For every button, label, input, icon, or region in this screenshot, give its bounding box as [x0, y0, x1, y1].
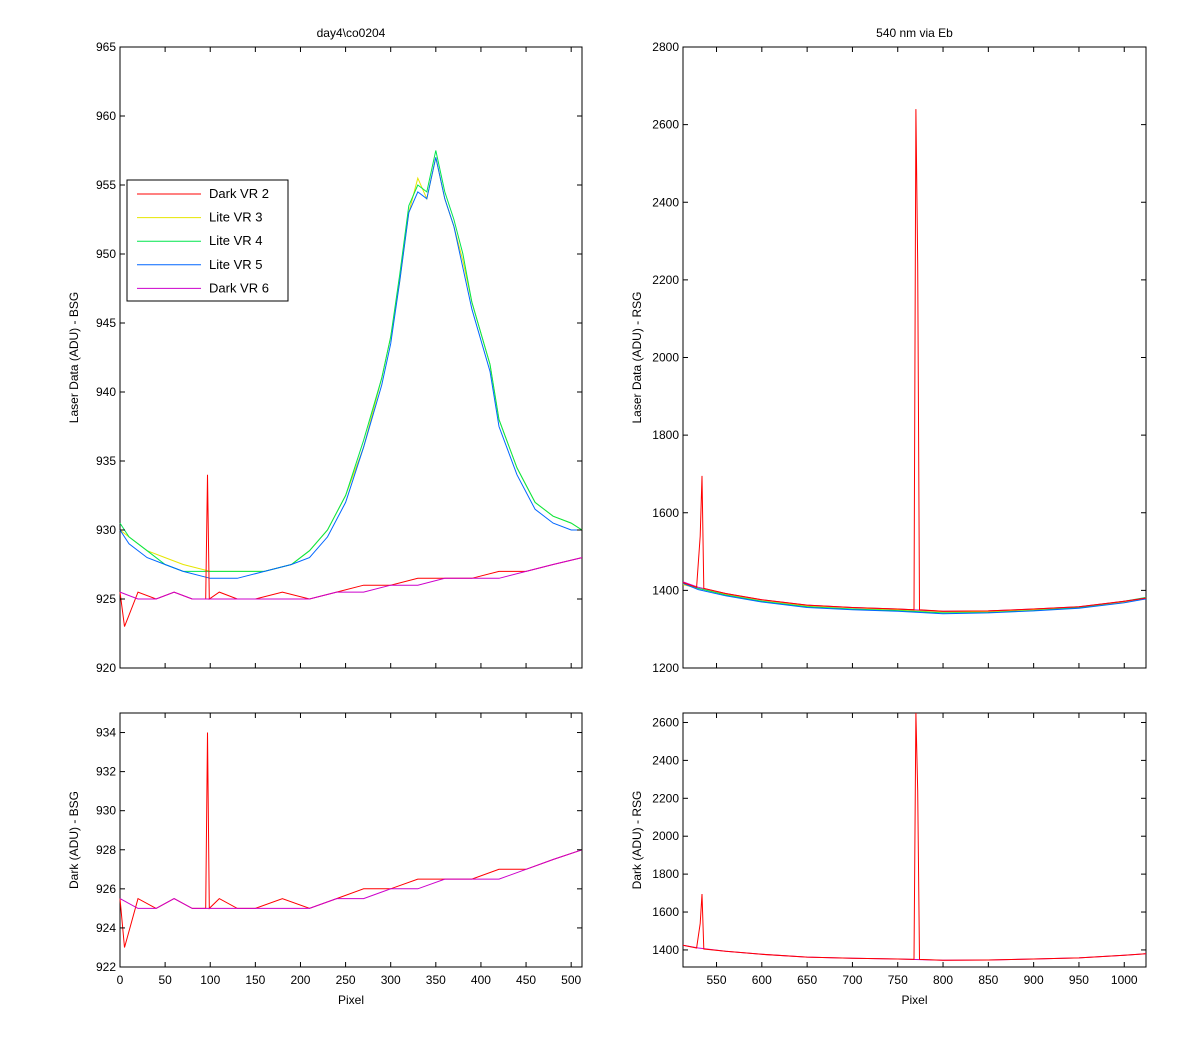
bottom-left-ytick-label: 926 — [96, 882, 116, 896]
bottom-left-xtick-label: 200 — [290, 973, 310, 987]
top-right-series-line — [682, 109, 1147, 612]
bottom-left-xtick-label: 0 — [117, 973, 124, 987]
bottom-left-ylabel: Dark (ADU) - BSG — [67, 791, 81, 889]
bottom-left-xtick-label: 300 — [381, 973, 401, 987]
top-left-ytick-label: 960 — [96, 109, 116, 123]
bottom-left-xtick-label: 450 — [516, 973, 536, 987]
top-left-ytick-label: 965 — [96, 40, 116, 54]
bottom-right-ytick-label: 2600 — [652, 715, 679, 729]
bottom-left-xtick-label: 350 — [426, 973, 446, 987]
bottom-right-xtick-label: 550 — [707, 973, 727, 987]
top-right-ylabel: Laser Data (ADU) - RSG — [630, 291, 644, 423]
bottom-left-ytick-label: 930 — [96, 804, 116, 818]
bottom-right-plot: 550 600 650 700 750 800 850 900 950 1000 1400 1600 1… — [630, 712, 1147, 1007]
top-left-axes-box — [119, 46, 583, 669]
top-right-ytick-label: 2600 — [652, 118, 679, 132]
bottom-left-xtick-label: 500 — [561, 973, 581, 987]
top-right-ytick-label: 2400 — [652, 195, 679, 209]
bottom-right-ytick-label: 1800 — [652, 867, 679, 881]
bottom-left-xtick-label: 250 — [336, 973, 356, 987]
top-right-title: 540 nm via Eb — [876, 26, 953, 40]
legend-label: Lite VR 5 — [209, 257, 262, 272]
bottom-right-ytick-label: 2400 — [652, 753, 679, 767]
bottom-right-xtick-label: 850 — [978, 973, 998, 987]
top-left-ytick-label: 940 — [96, 385, 116, 399]
top-right-ytick-label: 2000 — [652, 351, 679, 365]
top-right-ytick-label: 1200 — [652, 661, 679, 675]
top-left-ytick-label: 935 — [96, 454, 116, 468]
legend-label: Dark VR 6 — [209, 280, 269, 295]
bottom-left-ytick-label: 934 — [96, 726, 116, 740]
top-right-series-line — [682, 582, 1147, 615]
bottom-left-xtick-label: 400 — [471, 973, 491, 987]
bottom-right-ytick-label: 2000 — [652, 829, 679, 843]
bottom-left-ytick-label: 932 — [96, 765, 116, 779]
bottom-right-xtick-label: 900 — [1024, 973, 1044, 987]
top-right-ytick-label: 1800 — [652, 428, 679, 442]
top-right-plot: 1200 1400 1600 1800 2000 2200 2400 2600 2800 540 … — [630, 26, 1147, 675]
bottom-right-xtick-label: 750 — [888, 973, 908, 987]
bottom-right-xtick-label: 700 — [842, 973, 862, 987]
bottom-left-xtick-label: 100 — [200, 973, 220, 987]
top-left-ytick-label: 950 — [96, 247, 116, 261]
top-right-ytick-label: 1600 — [652, 506, 679, 520]
bottom-right-xtick-label: 600 — [752, 973, 772, 987]
top-left-ytick-label: 925 — [96, 592, 116, 606]
legend-label: Lite VR 3 — [209, 210, 262, 225]
bottom-left-ytick-label: 928 — [96, 843, 116, 857]
top-right-ytick-label: 1400 — [652, 583, 679, 597]
bottom-right-xtick-label: 950 — [1069, 973, 1089, 987]
top-right-ytick-label: 2200 — [652, 273, 679, 287]
top-left-series-line — [119, 157, 582, 579]
top-left-ylabel: Laser Data (ADU) - BSG — [67, 292, 81, 423]
top-left-ytick-label: 930 — [96, 523, 116, 537]
top-left-ytick-label: 955 — [96, 178, 116, 192]
bottom-right-series-line — [682, 712, 1147, 961]
top-left-title: day4\co0204 — [317, 26, 386, 40]
top-right-ytick-label: 2800 — [652, 40, 679, 54]
top-left-ytick-label: 945 — [96, 316, 116, 330]
legend-label: Lite VR 4 — [209, 233, 262, 248]
top-left-series-line — [119, 150, 583, 572]
bottom-left-plot: 0 50 100 150 200 250 300 350 400 450 500 922 924 926 9… — [67, 712, 583, 1007]
legend-label: Dark VR 2 — [209, 186, 269, 201]
bottom-right-ytick-label: 1400 — [652, 943, 679, 957]
bottom-left-ytick-label: 922 — [96, 960, 116, 974]
bottom-right-xlabel: Pixel — [901, 993, 927, 1007]
top-left-series-line — [119, 557, 583, 600]
legend-box — [126, 179, 289, 302]
top-left-plot: 920 925 930 935 940 945 950 955 960 965 day4\co020… — [67, 26, 583, 675]
top-right-series-line — [682, 582, 1147, 614]
bottom-right-ytick-label: 2200 — [652, 791, 679, 805]
bottom-left-ytick-label: 924 — [96, 921, 116, 935]
bottom-right-xtick-label: 800 — [933, 973, 953, 987]
bottom-right-ylabel: Dark (ADU) - RSG — [630, 791, 644, 890]
bottom-left-xlabel: Pixel — [338, 993, 364, 1007]
bottom-right-xtick-label: 650 — [797, 973, 817, 987]
bottom-left-xtick-label: 50 — [158, 973, 172, 987]
bottom-right-ytick-label: 1600 — [652, 905, 679, 919]
bottom-right-xtick-label: 1000 — [1111, 973, 1138, 987]
bottom-left-axes-box — [119, 712, 583, 968]
top-left-ytick-label: 920 — [96, 661, 116, 675]
bottom-left-series-line — [119, 849, 583, 909]
top-left-legend: Dark VR 2 Lite VR 3 Lite VR 4 Lite VR 5 Dark… — [126, 179, 289, 302]
bottom-left-xtick-label: 150 — [245, 973, 265, 987]
